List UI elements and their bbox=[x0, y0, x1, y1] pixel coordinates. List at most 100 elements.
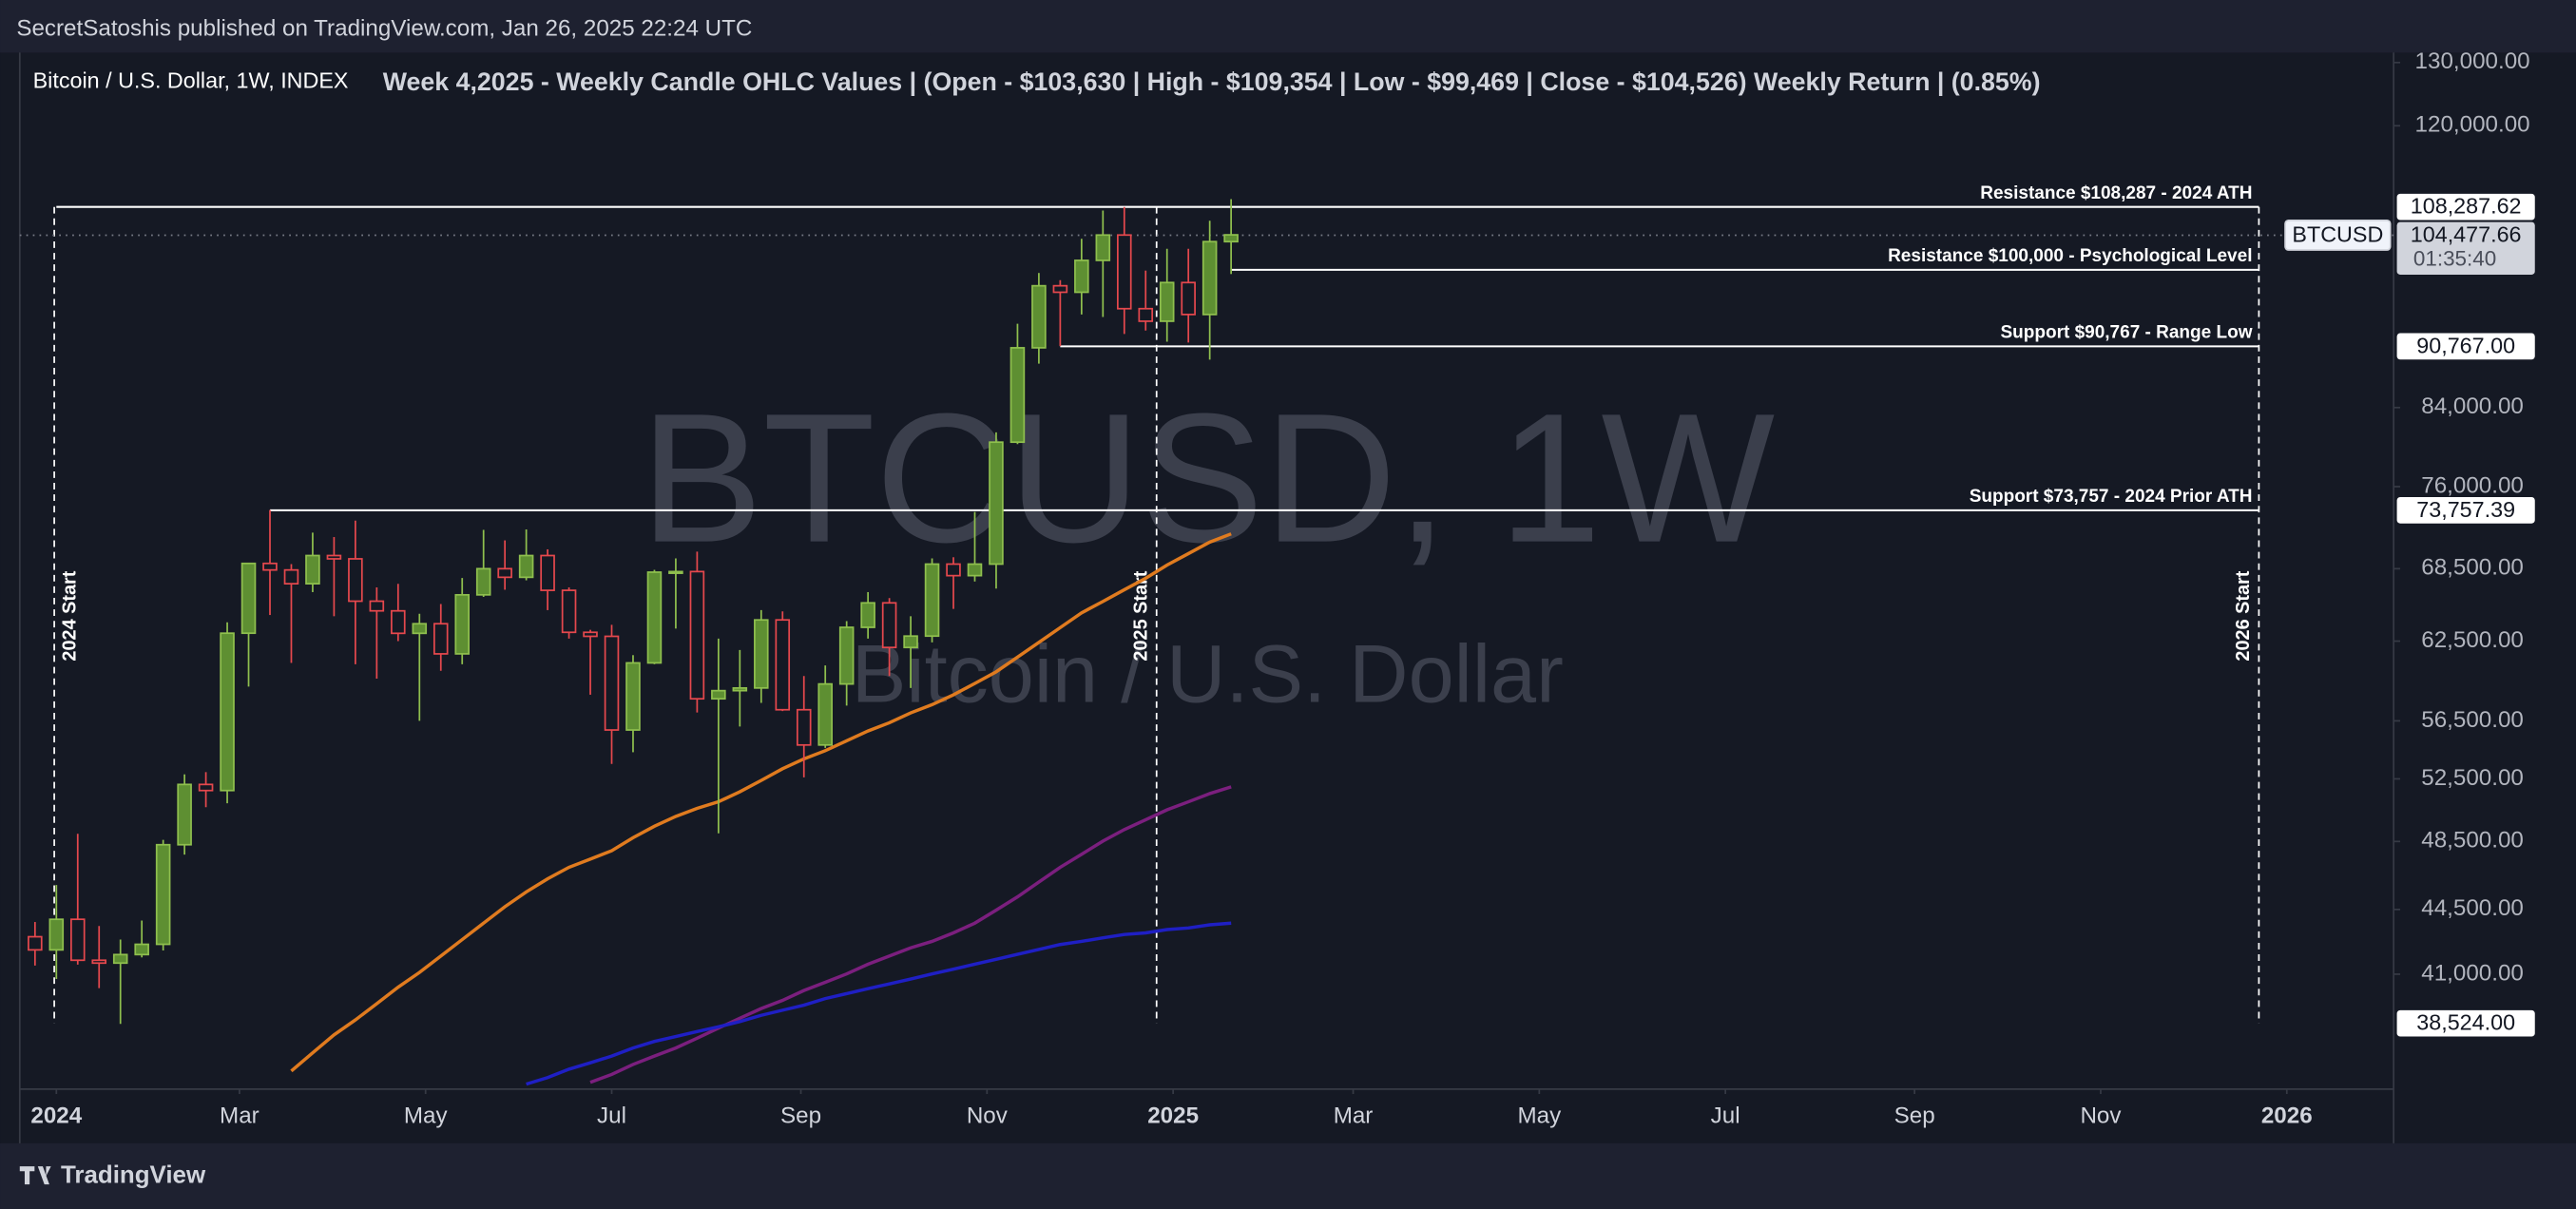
price-tag bbox=[2396, 333, 2535, 360]
candle-body bbox=[454, 593, 471, 655]
y-tick-label: 48,500.00 bbox=[2421, 828, 2524, 854]
logo-icon bbox=[19, 1166, 51, 1185]
y-tick-label: 84,000.00 bbox=[2421, 393, 2524, 419]
header-text: SecretSatoshis published on TradingView.… bbox=[16, 15, 752, 41]
y-tick-label: 76,000.00 bbox=[2421, 472, 2524, 498]
watermark-sub: Bitcoin / U.S. Dollar bbox=[852, 628, 1564, 720]
candle-body bbox=[1052, 284, 1068, 294]
price-tag bbox=[2396, 193, 2535, 221]
y-tick-label: 62,500.00 bbox=[2421, 627, 2524, 653]
candle-body bbox=[112, 953, 128, 965]
candle-body bbox=[391, 609, 406, 635]
candle-body bbox=[881, 602, 897, 649]
y-tick-label: 120,000.00 bbox=[2415, 112, 2530, 138]
candle-body bbox=[240, 562, 257, 635]
x-tick-label: May bbox=[404, 1103, 449, 1129]
candle-body bbox=[689, 570, 705, 700]
candle-body bbox=[561, 589, 577, 634]
candle-body bbox=[220, 632, 235, 792]
candle-body bbox=[177, 783, 192, 846]
period-label: 2025 Start bbox=[1130, 570, 1151, 661]
candle-body bbox=[838, 626, 855, 685]
candle-body bbox=[69, 918, 86, 962]
x-tick-label: 2025 bbox=[1147, 1103, 1199, 1129]
footer-logo: TradingView bbox=[19, 1161, 206, 1188]
price-tag bbox=[2396, 1009, 2535, 1037]
candle-body bbox=[1009, 347, 1026, 444]
y-tick-label: 41,000.00 bbox=[2421, 960, 2524, 986]
moving-average bbox=[589, 785, 1232, 1084]
period-label: 2024 Start bbox=[60, 570, 81, 661]
candle-body bbox=[262, 562, 278, 571]
countdown-label: 01:35:40 bbox=[2413, 246, 2496, 270]
candle-body bbox=[91, 959, 107, 965]
candle-body bbox=[326, 554, 342, 560]
price-tag-label: 73,757.39 bbox=[2416, 497, 2515, 522]
candle-body bbox=[305, 554, 320, 585]
candle-body bbox=[1201, 240, 1218, 316]
price-tag-label: 108,287.62 bbox=[2411, 194, 2522, 219]
footer-bar bbox=[0, 1142, 2576, 1209]
candle-body bbox=[1074, 259, 1089, 294]
candle-body bbox=[924, 563, 940, 638]
x-tick-label: 2024 bbox=[30, 1103, 82, 1129]
candle-body bbox=[369, 600, 385, 612]
candle-body bbox=[967, 563, 983, 577]
candle-body bbox=[1095, 234, 1111, 261]
x-tick-label: Jul bbox=[1711, 1103, 1740, 1129]
candle-body bbox=[1181, 281, 1196, 316]
y-tick-label: 130,000.00 bbox=[2415, 48, 2530, 74]
price-tag-label: 38,524.00 bbox=[2416, 1010, 2515, 1035]
candle-body bbox=[518, 554, 534, 579]
candle-body bbox=[817, 682, 833, 746]
candle-body bbox=[796, 708, 812, 746]
candle-body bbox=[497, 567, 512, 579]
x-tick-label: 2026 bbox=[2261, 1103, 2313, 1129]
candle-body bbox=[283, 568, 299, 585]
candle-body bbox=[989, 441, 1004, 566]
candle-body bbox=[1138, 307, 1154, 322]
candle-body bbox=[1159, 281, 1175, 322]
symbol: Bitcoin / U.S. Dollar, 1W, INDEX bbox=[33, 68, 349, 93]
candle-body bbox=[412, 623, 428, 635]
candle-body bbox=[198, 783, 214, 792]
period-label: 2026 Start bbox=[2233, 570, 2254, 661]
moving-average bbox=[526, 921, 1232, 1086]
price-tag bbox=[2396, 497, 2535, 524]
x-tick-label: Jul bbox=[597, 1103, 626, 1129]
candle-body bbox=[540, 554, 555, 591]
candle-body bbox=[625, 662, 641, 731]
symbol-tag bbox=[2284, 220, 2392, 251]
candle-body bbox=[903, 635, 918, 649]
candle-body bbox=[48, 918, 65, 951]
candle-body bbox=[134, 943, 149, 956]
current-price-label: 104,477.66 bbox=[2411, 221, 2522, 246]
candle-body bbox=[946, 563, 961, 577]
level-label: Resistance $108,287 - 2024 ATH bbox=[1980, 183, 2252, 203]
header-bar bbox=[0, 0, 2576, 53]
candle-body bbox=[28, 935, 43, 951]
level-label: Resistance $100,000 - Psychological Leve… bbox=[1888, 246, 2252, 266]
candle-body bbox=[860, 602, 875, 628]
x-tick-label: Mar bbox=[1334, 1103, 1374, 1129]
candle-body bbox=[711, 689, 726, 700]
level-label: Support $73,757 - 2024 Prior ATH bbox=[1970, 487, 2253, 507]
candle-body bbox=[668, 570, 683, 574]
x-tick-label: Mar bbox=[220, 1103, 260, 1129]
footer-text: TradingView bbox=[61, 1161, 206, 1188]
candle-body bbox=[1031, 284, 1047, 349]
y-tick-label: 52,500.00 bbox=[2421, 765, 2524, 791]
candle-body bbox=[754, 619, 769, 689]
y-tick-label: 68,500.00 bbox=[2421, 555, 2524, 581]
candle-body bbox=[475, 567, 491, 596]
candle-body bbox=[604, 635, 620, 731]
candle-body bbox=[1223, 234, 1239, 243]
moving-average bbox=[290, 532, 1232, 1073]
candle-body bbox=[646, 571, 663, 664]
x-tick-label: Nov bbox=[967, 1103, 1009, 1129]
x-tick-label: May bbox=[1517, 1103, 1562, 1129]
candle-body bbox=[1117, 234, 1132, 310]
